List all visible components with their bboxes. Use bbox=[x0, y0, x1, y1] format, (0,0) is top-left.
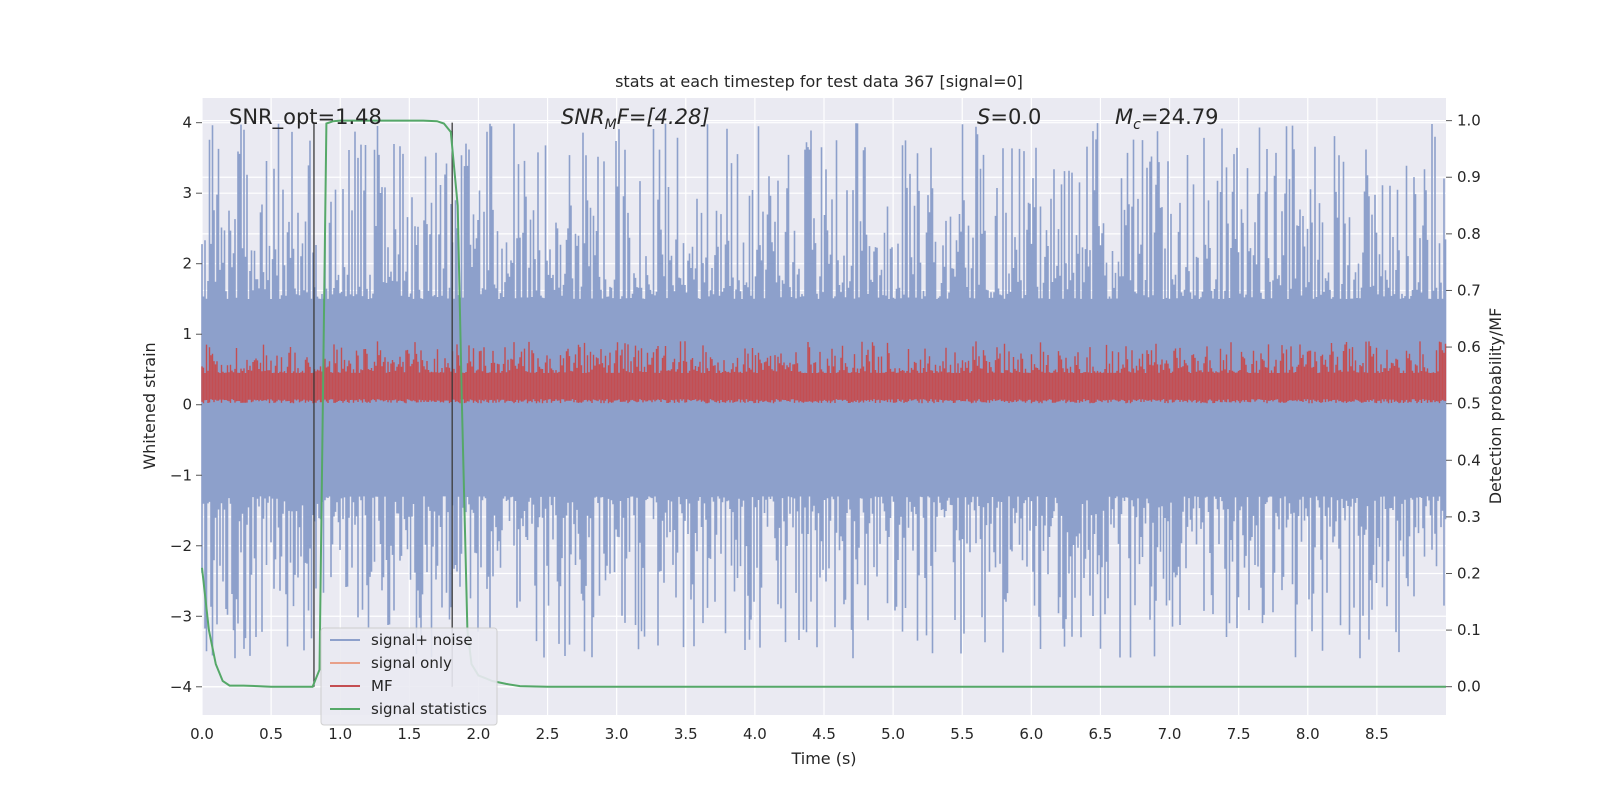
x-tick-label: 5.5 bbox=[950, 725, 974, 743]
y-tick-label: 4 bbox=[182, 114, 192, 132]
x-tick-label: 4.5 bbox=[812, 725, 836, 743]
x-tick-label: 2.5 bbox=[536, 725, 560, 743]
y2-tick-label: 0.9 bbox=[1457, 168, 1481, 186]
series-signal-statistics bbox=[201, 119, 1446, 688]
x-tick-label: 3.5 bbox=[674, 725, 698, 743]
legend-label-mf: MF bbox=[371, 677, 393, 695]
x-axis-label: Time (s) bbox=[790, 749, 856, 768]
y-tick-label: −4 bbox=[170, 678, 192, 696]
x-axis-ticks: 0.0 0.5 1.0 1.5 2.0 2.5 3.0 3.5 4.0 4.5 5.0 5.5 6.0 6… bbox=[190, 725, 1389, 743]
y2-tick-label: 0.6 bbox=[1457, 338, 1481, 356]
y2-tick-label: 0.5 bbox=[1457, 395, 1481, 413]
legend-label-signal-only: signal only bbox=[371, 654, 452, 672]
y-axis-label: Whitened strain bbox=[140, 342, 159, 469]
series-mf bbox=[201, 341, 1447, 404]
y-tick-label: 0 bbox=[182, 396, 192, 414]
signal-statistics-line bbox=[201, 119, 1446, 688]
y2-tick-label: 0.0 bbox=[1457, 678, 1481, 696]
legend-box bbox=[320, 627, 498, 726]
annotation-snr-mf-main: SNR bbox=[561, 105, 605, 129]
y2-axis-ticks: 1.0 0.9 0.8 0.7 0.6 0.5 0.4 0.3 0.2 0.1 0.0 bbox=[1446, 112, 1481, 696]
y2-tick-label: 0.4 bbox=[1457, 451, 1481, 469]
x-tick-label: 0.5 bbox=[259, 725, 283, 743]
annotation-mc-main: M bbox=[1115, 105, 1133, 129]
x-tick-label: 5.0 bbox=[881, 725, 905, 743]
y2-axis-label: Detection probability/MF bbox=[1486, 308, 1505, 505]
annotation-mc-sub: c bbox=[1133, 117, 1141, 133]
y-tick-label: 3 bbox=[182, 184, 192, 202]
annotation-s: S=0.0 bbox=[977, 105, 1041, 129]
y-tick-label: 1 bbox=[182, 325, 192, 343]
y-tick-label: −2 bbox=[170, 537, 192, 555]
x-tick-label: 0.0 bbox=[190, 725, 214, 743]
y-axis-ticks: 4 3 2 1 0 −1 −2 −3 −4 bbox=[170, 114, 202, 696]
annotation-snr-mf-rest: F=[4.28] bbox=[617, 105, 710, 129]
legend-label-signal-statistics: signal statistics bbox=[371, 700, 487, 718]
legend: signal+ noise signal only MF signal stat… bbox=[320, 627, 498, 726]
x-tick-label: 8.5 bbox=[1365, 725, 1389, 743]
x-tick-label: 8.0 bbox=[1296, 725, 1320, 743]
x-tick-label: 7.5 bbox=[1227, 725, 1251, 743]
annotation-mc-rest: =24.79 bbox=[1141, 105, 1219, 129]
annotation-s-rest: =0.0 bbox=[990, 105, 1041, 129]
legend-label-signal-noise: signal+ noise bbox=[371, 631, 473, 649]
x-tick-label: 7.0 bbox=[1158, 725, 1182, 743]
chart-title: stats at each timestep for test data 367… bbox=[615, 72, 1023, 91]
x-tick-label: 4.0 bbox=[743, 725, 767, 743]
x-tick-label: 2.0 bbox=[467, 725, 491, 743]
y-tick-label: −1 bbox=[170, 466, 192, 484]
annotation-mc: Mc=24.79 bbox=[1115, 105, 1219, 133]
annotation-snr-mf-sub: M bbox=[605, 117, 617, 133]
y-tick-label: 2 bbox=[182, 255, 192, 273]
y2-tick-label: 0.1 bbox=[1457, 621, 1481, 639]
y2-tick-label: 0.2 bbox=[1457, 564, 1481, 582]
vertical-markers bbox=[313, 122, 453, 687]
x-tick-label: 1.5 bbox=[397, 725, 421, 743]
y2-tick-label: 0.3 bbox=[1457, 508, 1481, 526]
annotation-snr-mf: SNRMF=[4.28] bbox=[561, 105, 710, 133]
y2-tick-label: 0.7 bbox=[1457, 281, 1481, 299]
x-tick-label: 3.0 bbox=[605, 725, 629, 743]
annotation-s-main: S bbox=[977, 105, 990, 129]
annotation-snr-opt: SNR_opt=1.48 bbox=[229, 105, 382, 130]
y2-tick-label: 0.8 bbox=[1457, 225, 1481, 243]
mf-trace bbox=[201, 341, 1447, 404]
x-tick-label: 6.0 bbox=[1019, 725, 1043, 743]
y2-tick-label: 1.0 bbox=[1457, 112, 1481, 130]
x-tick-label: 1.0 bbox=[328, 725, 352, 743]
y-tick-label: −3 bbox=[170, 607, 192, 625]
x-tick-label: 6.5 bbox=[1089, 725, 1113, 743]
